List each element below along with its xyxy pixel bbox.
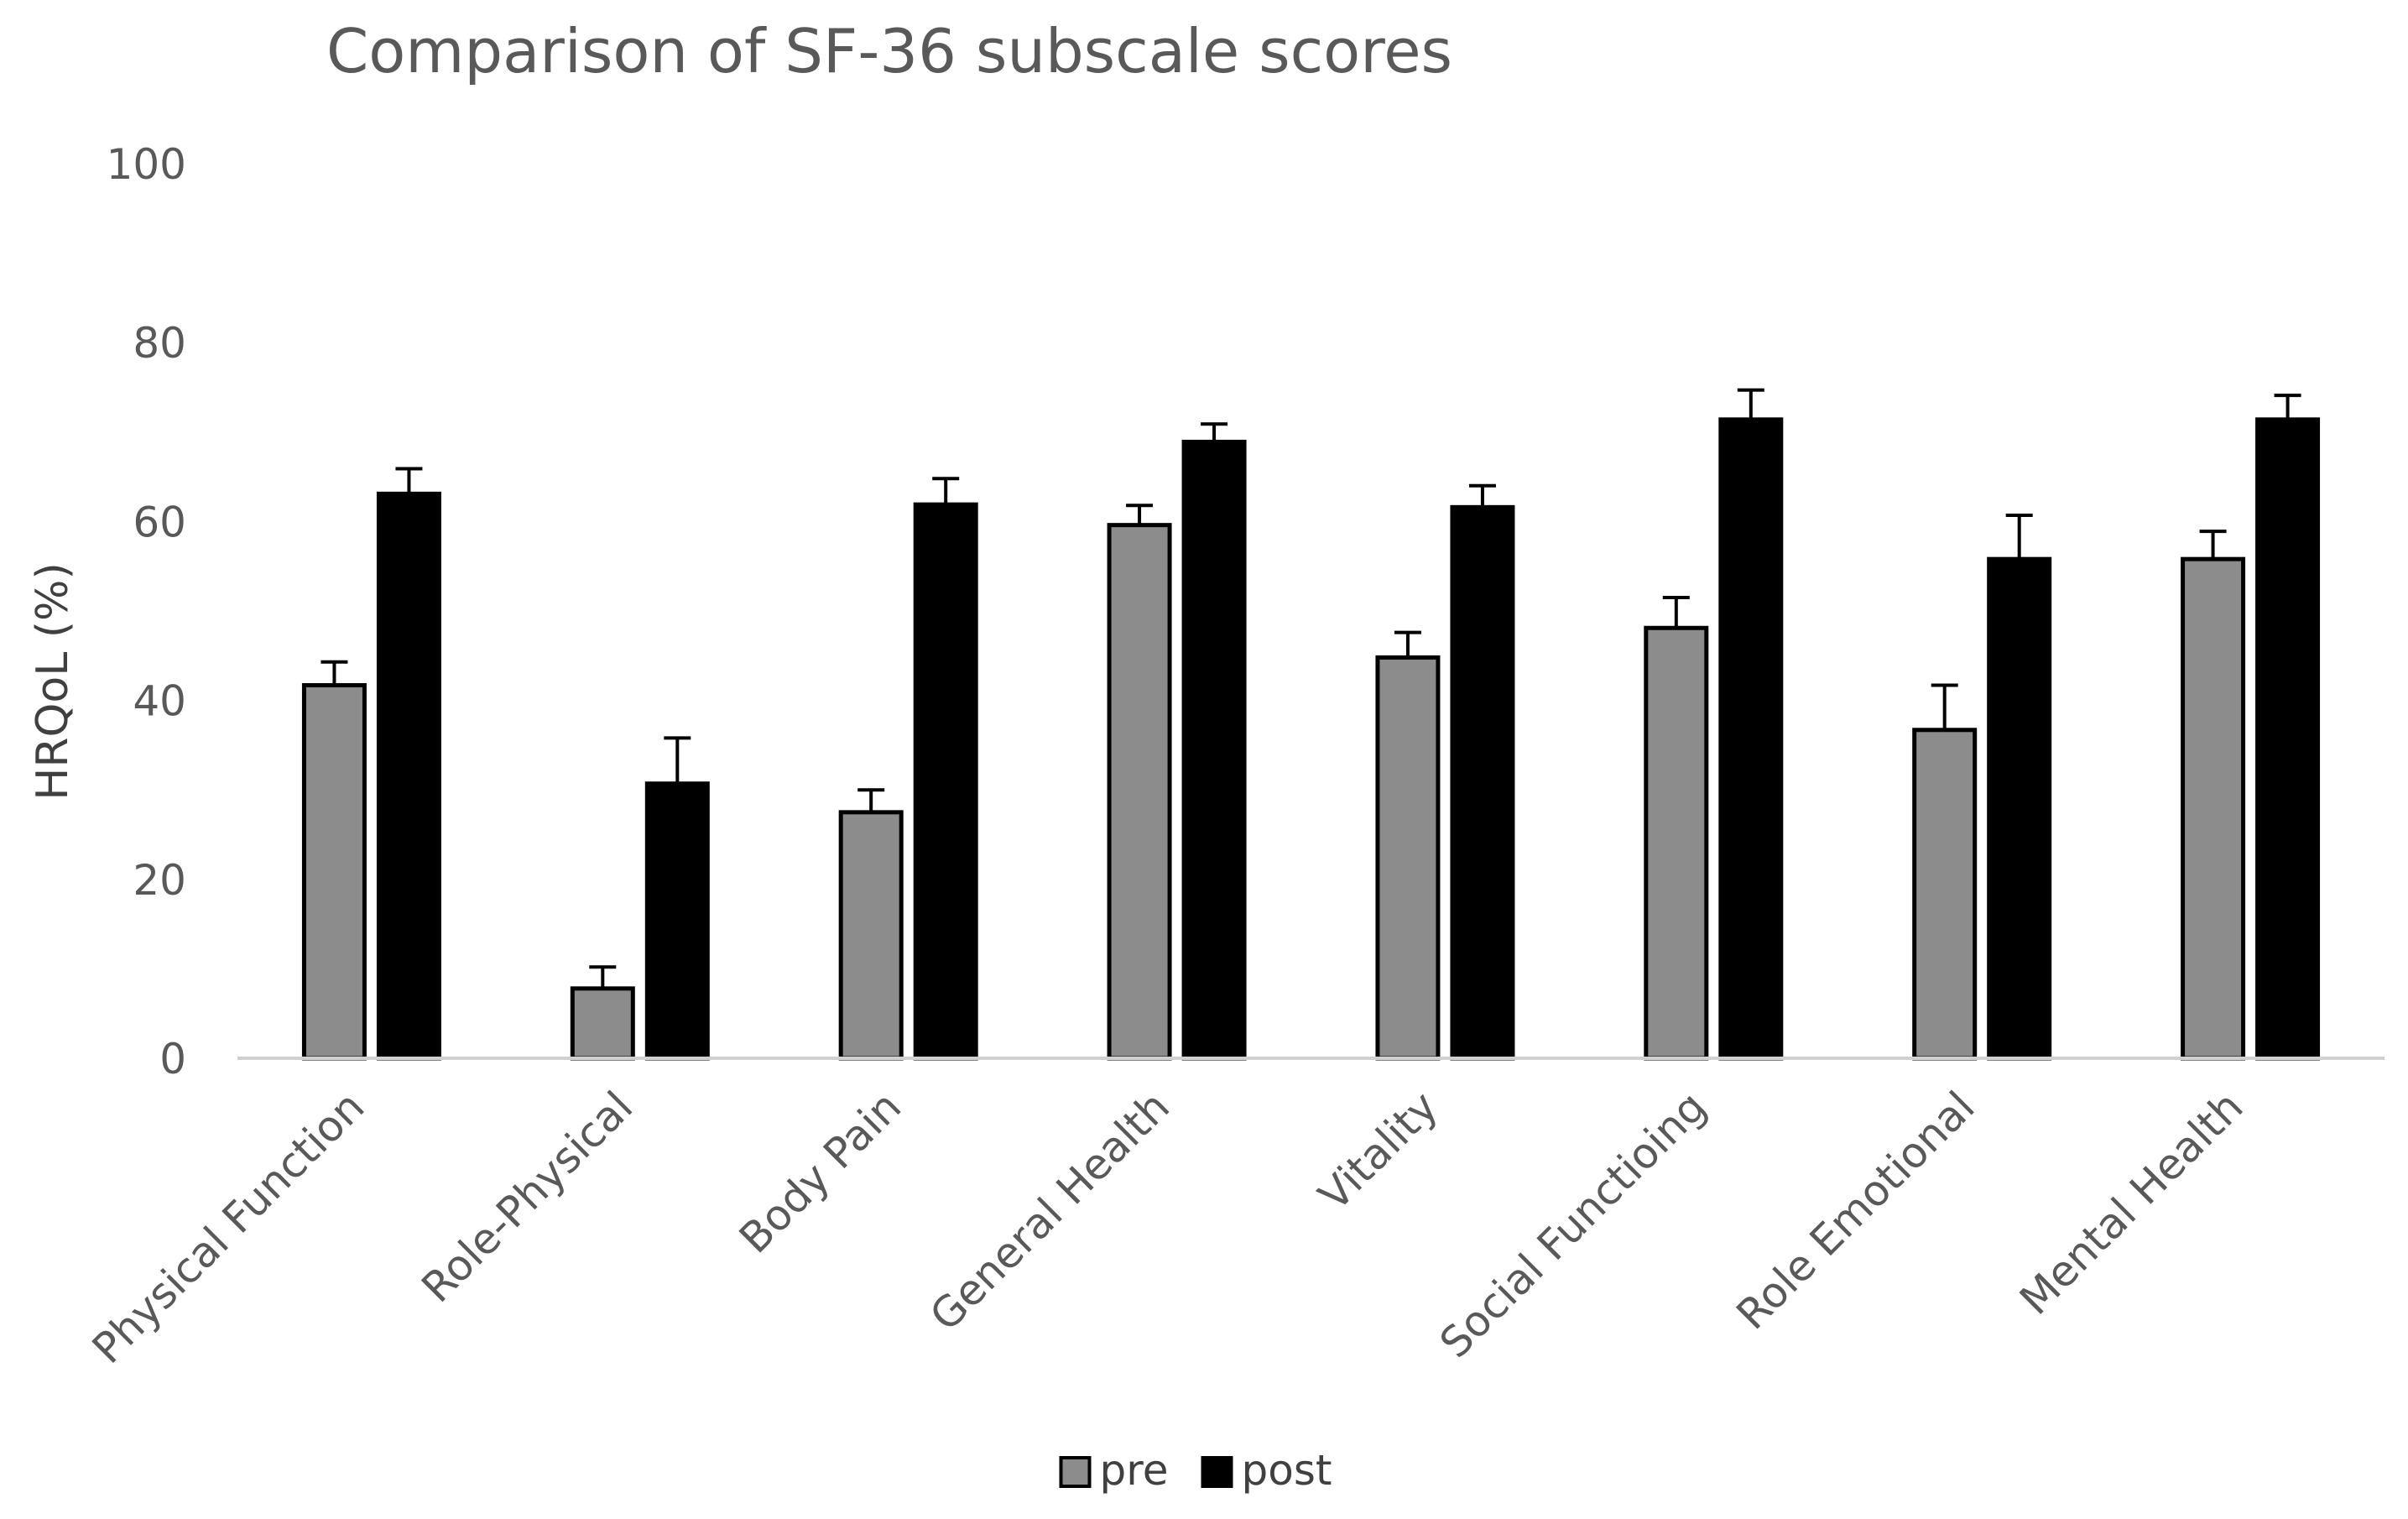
x-tick-label: Vitality [1310,1082,1447,1219]
y-tick-label: 40 [133,677,186,726]
bar-pre [838,810,904,1061]
error-bars-group [321,388,2301,989]
bar-post [376,491,441,1061]
x-tick-label: General Health [920,1082,1179,1340]
bar-pre [2181,556,2246,1061]
y-tick-label: 20 [133,856,186,905]
x-tick-label: Physical Function [83,1082,373,1372]
bar-pre [301,682,367,1061]
bar-pre [1107,523,1172,1061]
bar-pre [1375,655,1441,1061]
x-tick-label: Role-Physical [413,1082,643,1312]
y-tick-label: 100 [107,140,186,189]
y-tick-label: 0 [159,1035,186,1083]
x-tick-label: Social Functioing [1431,1082,1716,1367]
legend-swatch-post [1201,1456,1233,1488]
bar-pre [1912,728,1978,1061]
chart-title: Comparison of SF-36 subscale scores [326,16,1452,86]
legend-label-post: post [1242,1446,1332,1495]
bar-post [1450,504,1515,1061]
legend: pre post [1059,1446,1332,1495]
bar-post [913,502,978,1061]
bar-post [1987,556,2052,1061]
bar-pre [1644,625,1709,1061]
bar-post [2255,417,2321,1061]
bar-post [644,781,710,1061]
x-tick-label: Mental Health [2010,1082,2252,1323]
bar-post [1181,440,1247,1061]
y-tick-label: 80 [133,319,186,368]
x-tick-label: Role Emotional [1728,1082,1984,1339]
legend-swatch-pre [1059,1456,1092,1488]
y-tick-label: 60 [133,498,186,546]
bar-post [1718,417,1784,1061]
bars-group [301,417,2321,1061]
x-tick-label: Body Pain [730,1082,910,1262]
legend-label-pre: pre [1100,1446,1169,1495]
bar-pre [570,986,635,1061]
y-axis-label: HRQoL (%) [28,562,78,800]
x-axis-labels: Physical Function Role-Physical Body Pain G… [83,1082,2253,1372]
y-axis-ticks: 0 20 40 60 80 100 [107,140,186,1083]
